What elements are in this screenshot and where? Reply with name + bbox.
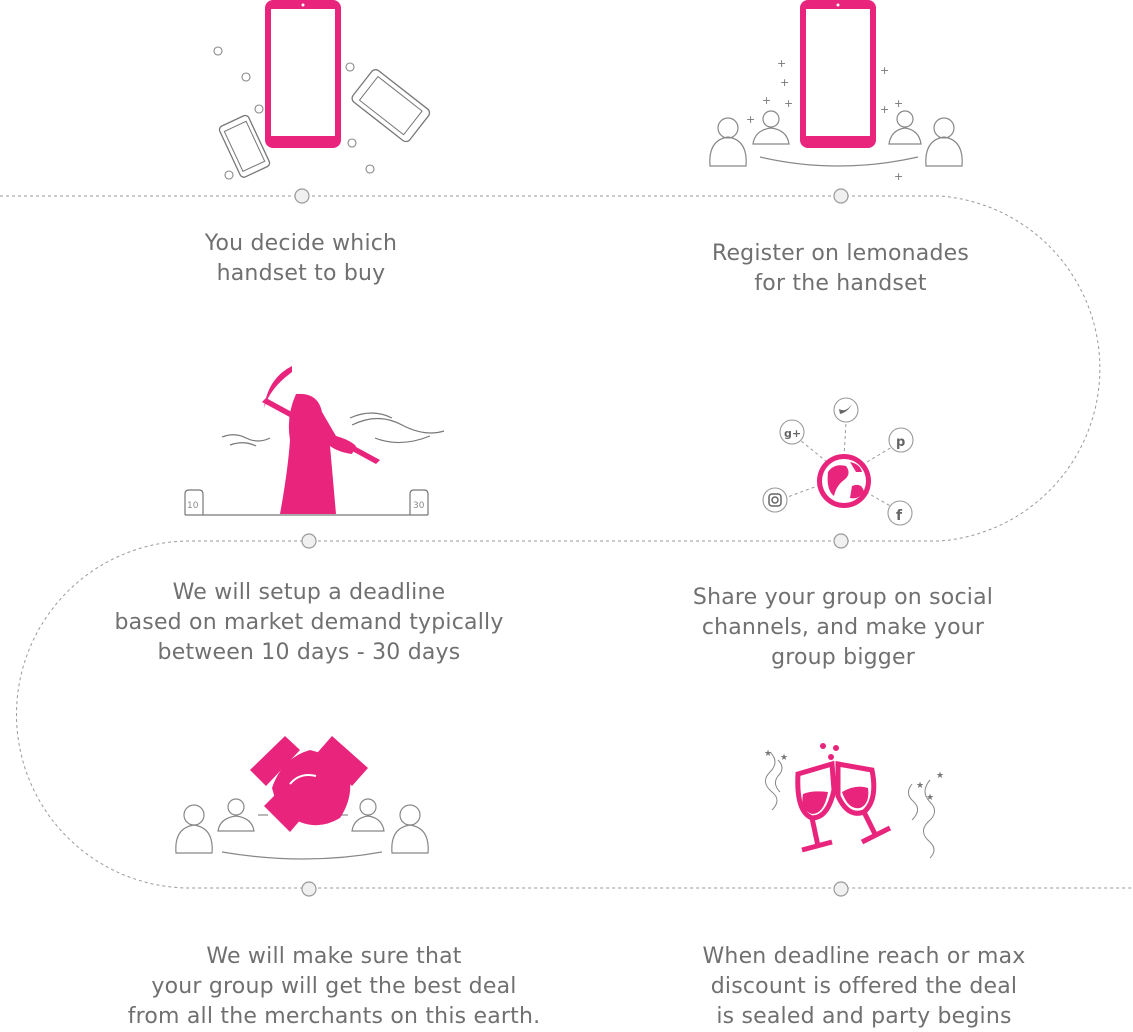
milestone-dot bbox=[301, 881, 317, 897]
milestone-dot bbox=[294, 188, 310, 204]
svg-text:★: ★ bbox=[926, 793, 934, 803]
step-register-text: Register on lemonades for the handset bbox=[711, 241, 970, 296]
phones-icon bbox=[213, 0, 431, 180]
milestone-dot bbox=[301, 533, 317, 549]
handshake-icon bbox=[175, 736, 429, 860]
toast-glasses-icon: ★ ★★ ★★ bbox=[764, 743, 944, 859]
svg-text:+: + bbox=[880, 103, 889, 116]
instagram-icon bbox=[762, 487, 788, 513]
deadline-end-label: 30 bbox=[413, 501, 425, 511]
svg-text:+: + bbox=[780, 76, 789, 89]
deadline-start-label: 10 bbox=[187, 501, 199, 511]
svg-text:f: f bbox=[896, 508, 903, 524]
pinterest-icon bbox=[888, 427, 914, 453]
step-decide-text: You decide which handset to buy bbox=[204, 231, 398, 286]
milestone-dot bbox=[833, 881, 849, 897]
step-deal-text: We will make sure that your group will g… bbox=[127, 944, 541, 1029]
svg-text:★: ★ bbox=[780, 753, 788, 763]
milestone-dot bbox=[833, 533, 849, 549]
phone-with-users-icon: + + + + + + + + + bbox=[709, 0, 963, 183]
grim-reaper-icon: 10 30 bbox=[184, 366, 445, 516]
step-party-text: When deadline reach or max discount is o… bbox=[702, 944, 1026, 1029]
svg-text:+: + bbox=[880, 64, 889, 77]
svg-text:+: + bbox=[746, 113, 755, 126]
svg-text:★: ★ bbox=[916, 781, 924, 791]
svg-text:+: + bbox=[894, 97, 903, 110]
svg-text:+: + bbox=[894, 170, 903, 183]
svg-text:+: + bbox=[784, 97, 793, 110]
svg-text:p: p bbox=[896, 435, 905, 450]
svg-text:+: + bbox=[777, 57, 786, 70]
svg-text:★: ★ bbox=[764, 749, 772, 759]
facebook-icon bbox=[887, 500, 913, 526]
step-share-text: Share your group on social channels, and… bbox=[692, 585, 994, 670]
google-plus-icon bbox=[779, 419, 805, 445]
social-globe-icon: g+ p f bbox=[762, 397, 914, 526]
svg-text:g+: g+ bbox=[784, 427, 801, 440]
milestone-dot bbox=[833, 188, 849, 204]
svg-text:+: + bbox=[762, 94, 771, 107]
step-deadline-text: We will setup a deadline based on market… bbox=[114, 580, 504, 665]
svg-text:★: ★ bbox=[936, 771, 944, 781]
